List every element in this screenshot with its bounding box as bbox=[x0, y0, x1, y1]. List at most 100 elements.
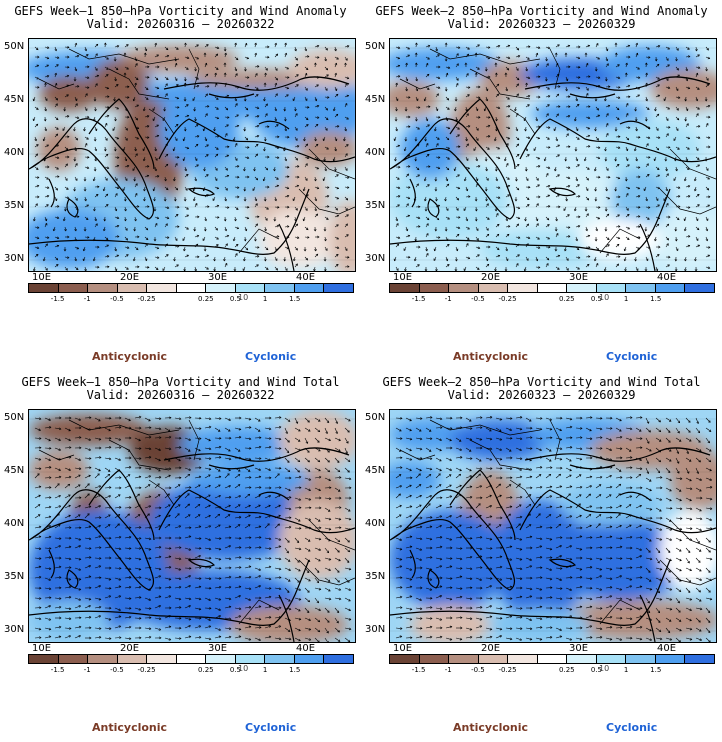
legend-anticyclonic: Anticyclonic bbox=[453, 721, 529, 734]
map-frame bbox=[28, 409, 356, 643]
colorbar-tick-label: 1 bbox=[262, 666, 268, 674]
colorbar-swatch bbox=[29, 284, 59, 292]
vorticity-blob bbox=[39, 76, 99, 112]
colorbar-swatch bbox=[596, 284, 627, 292]
colorbar-swatch bbox=[206, 284, 236, 292]
colorbar-swatch bbox=[265, 284, 295, 292]
colorbar-tick-label: 0.5 bbox=[229, 295, 242, 303]
vorticity-blob bbox=[229, 605, 349, 642]
longitude-label: 10E bbox=[393, 272, 413, 283]
latitude-label: 40N bbox=[365, 147, 386, 158]
coastlines bbox=[29, 48, 355, 271]
colorbar-scale-label: 10 bbox=[599, 293, 610, 302]
vorticity-map-svg bbox=[390, 410, 716, 642]
map-frame bbox=[28, 38, 356, 272]
colorbar-tick-label: 0.5 bbox=[590, 666, 603, 674]
longitude-label: 30E bbox=[208, 643, 228, 654]
vorticity-blob bbox=[670, 450, 716, 510]
vorticity-blob bbox=[149, 480, 309, 560]
colorbar-swatch bbox=[390, 655, 420, 663]
colorbar-swatch bbox=[537, 655, 568, 663]
longitude-label: 20E bbox=[120, 643, 140, 654]
longitude-label: 20E bbox=[481, 272, 501, 283]
latitude-label: 35N bbox=[365, 200, 386, 211]
vorticity-blob bbox=[530, 100, 650, 128]
colorbar-tick-label: -1 bbox=[444, 666, 452, 674]
map-panel: GEFS Week–2 850–hPa Vorticity and Wind A… bbox=[361, 0, 722, 371]
wind-vectors bbox=[393, 42, 711, 271]
colorbar-swatch bbox=[117, 284, 148, 292]
colorbar-tick-label: -0.5 bbox=[471, 666, 485, 674]
map-frame bbox=[389, 409, 717, 643]
colorbar bbox=[28, 654, 354, 664]
panel-valid-dates: Valid: 20260316 – 20260322 bbox=[86, 17, 275, 31]
coastlines bbox=[29, 419, 355, 642]
vorticity-blob bbox=[450, 420, 550, 460]
latitude-label: 30N bbox=[365, 624, 386, 635]
vorticity-field bbox=[29, 45, 355, 271]
colorbar-tick-label: 0.25 bbox=[559, 666, 575, 674]
latitude-label: 30N bbox=[4, 253, 25, 264]
colorbar-swatch bbox=[655, 655, 686, 663]
panel-valid-dates: Valid: 20260316 – 20260322 bbox=[86, 388, 275, 402]
colorbar-tick-label: -1 bbox=[444, 295, 452, 303]
colorbar-swatch bbox=[265, 655, 295, 663]
vorticity-blob bbox=[390, 81, 440, 117]
latitude-label: 50N bbox=[4, 41, 25, 52]
vorticity-blob bbox=[450, 89, 510, 169]
legend-anticyclonic: Anticyclonic bbox=[92, 721, 168, 734]
vorticity-blob bbox=[490, 500, 590, 620]
legend-anticyclonic: Anticyclonic bbox=[92, 350, 168, 363]
colorbar-swatch bbox=[478, 655, 509, 663]
latitude-label: 35N bbox=[365, 571, 386, 582]
longitude-label: 20E bbox=[481, 643, 501, 654]
longitude-label: 10E bbox=[393, 643, 413, 654]
colorbar-scale-label: 10 bbox=[238, 664, 249, 673]
latitude-label: 35N bbox=[4, 571, 25, 582]
colorbar-tick-label: 1.5 bbox=[289, 666, 301, 674]
panel-title: GEFS Week–2 850–hPa Vorticity and Wind T… bbox=[382, 375, 701, 389]
coastlines bbox=[390, 48, 716, 271]
colorbar-tick-label: -0.25 bbox=[498, 295, 517, 303]
vorticity-map-svg bbox=[390, 39, 716, 271]
wind-vectors bbox=[34, 415, 352, 642]
colorbar-tick-label: -1 bbox=[83, 666, 91, 674]
legend-cyclonic: Cyclonic bbox=[606, 721, 658, 734]
colorbar-tick-label: 1.5 bbox=[289, 295, 301, 303]
panel-title: GEFS Week–1 850–hPa Vorticity and Wind T… bbox=[21, 375, 340, 389]
colorbar-swatch bbox=[419, 284, 450, 292]
vorticity-blob bbox=[29, 600, 109, 640]
colorbar-tick-label: -0.5 bbox=[110, 295, 124, 303]
colorbar-swatch bbox=[567, 655, 597, 663]
colorbar-swatch bbox=[206, 655, 236, 663]
colorbar-tick-label: -0.25 bbox=[137, 295, 156, 303]
colorbar-swatch bbox=[235, 284, 266, 292]
latitude-label: 50N bbox=[4, 412, 25, 423]
colorbar-tick-label: 0.25 bbox=[559, 295, 575, 303]
longitude-label: 40E bbox=[296, 272, 316, 283]
colorbar-tick-label: -0.25 bbox=[498, 666, 517, 674]
colorbar-tick-label: -1.5 bbox=[50, 666, 65, 674]
latitude-label: 35N bbox=[4, 200, 25, 211]
colorbar-swatch bbox=[626, 284, 656, 292]
colorbar-swatch bbox=[58, 284, 89, 292]
latitude-label: 30N bbox=[365, 253, 386, 264]
wind-vectors bbox=[32, 42, 350, 271]
colorbar bbox=[389, 654, 715, 664]
colorbar-swatch bbox=[419, 655, 450, 663]
colorbar-tick-label: -1.5 bbox=[411, 295, 426, 303]
colorbar-tick-label: 1.5 bbox=[650, 295, 662, 303]
longitude-label: 40E bbox=[657, 643, 677, 654]
colorbar-swatch bbox=[324, 655, 354, 663]
vorticity-map-svg bbox=[29, 39, 355, 271]
panel-title: GEFS Week–1 850–hPa Vorticity and Wind A… bbox=[14, 4, 347, 18]
vorticity-blob bbox=[610, 169, 670, 229]
longitude-label: 30E bbox=[569, 272, 589, 283]
colorbar-swatch bbox=[147, 655, 177, 663]
colorbar-swatch bbox=[117, 655, 148, 663]
vorticity-blob bbox=[249, 69, 355, 149]
colorbar-tick-label: 1 bbox=[623, 295, 629, 303]
map-frame bbox=[389, 38, 717, 272]
vorticity-blob bbox=[390, 48, 500, 80]
colorbar-swatch bbox=[449, 655, 479, 663]
